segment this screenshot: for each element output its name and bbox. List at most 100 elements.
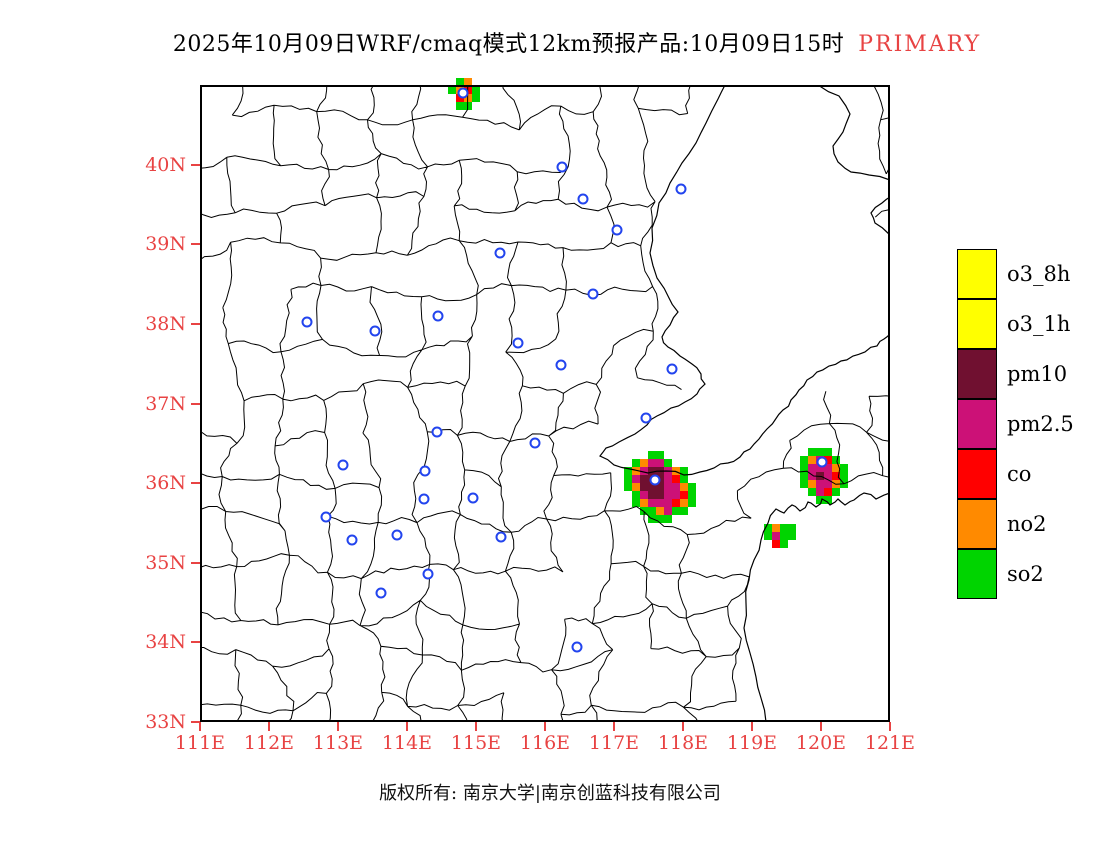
city-marker	[375, 587, 387, 599]
legend-label: pm2.5	[1007, 412, 1074, 436]
city-marker	[666, 363, 678, 375]
city-marker	[649, 474, 661, 486]
pollution-cell	[824, 456, 832, 464]
pollution-cell	[472, 86, 480, 94]
pollution-cell	[816, 496, 824, 504]
y-axis-tick	[191, 163, 200, 166]
pollution-cell	[764, 532, 772, 540]
pollution-cell	[816, 448, 824, 456]
y-axis-tick	[191, 482, 200, 485]
city-marker	[419, 465, 431, 477]
y-axis-label: 35N	[145, 551, 186, 574]
pollution-cell	[840, 472, 848, 480]
legend-label: pm10	[1007, 362, 1068, 386]
pollution-cell	[816, 480, 824, 488]
pollution-cell	[664, 499, 672, 507]
pollution-cell	[840, 464, 848, 472]
pollution-cell	[656, 451, 664, 459]
pollution-cell	[832, 488, 840, 496]
pollution-cell	[632, 491, 640, 499]
x-axis-tick	[268, 722, 270, 731]
city-marker	[369, 325, 381, 337]
city-marker	[529, 437, 541, 449]
legend-swatch	[957, 399, 997, 449]
x-axis-label: 112E	[243, 732, 295, 754]
pollution-cell	[640, 491, 648, 499]
pollution-cell	[808, 480, 816, 488]
pollution-cell	[808, 464, 816, 472]
legend-item-co: co	[957, 449, 1031, 499]
city-marker	[346, 534, 358, 546]
pollution-cell	[648, 499, 656, 507]
pollution-cell	[672, 483, 680, 491]
legend-label: co	[1007, 462, 1032, 486]
x-axis-tick	[751, 722, 753, 731]
x-axis-label: 113E	[312, 732, 364, 754]
pollution-cell	[624, 475, 632, 483]
pollution-cell	[648, 459, 656, 467]
pollution-cell	[680, 507, 688, 515]
pollution-cell	[632, 475, 640, 483]
pollution-cell	[824, 496, 832, 504]
city-marker	[494, 247, 506, 259]
x-axis-label: 116E	[519, 732, 571, 754]
pollution-cell	[800, 456, 808, 464]
pollution-cell	[824, 448, 832, 456]
page-title: 2025年10月09日WRF/cmaq模式12km预报产品:10月09日15时 P…	[0, 26, 1100, 58]
pollution-cell	[672, 467, 680, 475]
pollution-cell	[632, 467, 640, 475]
city-marker	[467, 492, 479, 504]
copyright: 版权所有: 南京大学|南京创蓝科技有限公司	[0, 779, 1100, 805]
legend-item-o3_1h: o3_1h	[957, 299, 1070, 349]
pollution-cell	[688, 483, 696, 491]
legend-item-pm10: pm10	[957, 349, 1067, 399]
pollution-cell	[656, 483, 664, 491]
pollution-cell	[680, 483, 688, 491]
city-marker	[555, 359, 567, 371]
boundaries-svg	[200, 85, 890, 722]
x-axis-tick	[613, 722, 615, 731]
pollution-cell	[656, 507, 664, 515]
city-marker	[571, 641, 583, 653]
legend-label: so2	[1007, 562, 1044, 586]
x-axis-tick	[820, 722, 822, 731]
legend: o3_8h o3_1h pm10 pm2.5 co no2 so2	[957, 249, 1074, 599]
y-axis-tick	[191, 721, 200, 723]
pollution-cell	[824, 488, 832, 496]
pollution-cell	[664, 507, 672, 515]
pollution-cell	[816, 464, 824, 472]
pollution-cell	[688, 491, 696, 499]
pollution-cell	[664, 483, 672, 491]
legend-swatch	[957, 499, 997, 549]
y-axis-tick	[191, 561, 200, 564]
pollution-cell	[664, 515, 672, 523]
city-markers-layer	[200, 85, 890, 722]
pollution-cell	[788, 524, 796, 532]
x-axis-tick	[544, 722, 546, 731]
x-axis-tick	[682, 722, 684, 731]
pollution-cell	[632, 483, 640, 491]
pollution-cell	[656, 515, 664, 523]
y-axis-label: 37N	[145, 392, 186, 415]
pollution-cell	[772, 532, 780, 540]
pollution-cell	[624, 483, 632, 491]
pollution-cell	[680, 467, 688, 475]
pollution-cell	[656, 459, 664, 467]
pollution-cell	[640, 467, 648, 475]
x-axis-label: 119E	[726, 732, 778, 754]
pollution-cell	[824, 480, 832, 488]
city-marker	[457, 87, 469, 99]
legend-swatch	[957, 249, 997, 299]
legend-label: o3_8h	[1007, 262, 1071, 286]
y-axis-label: 38N	[145, 312, 186, 335]
city-marker	[301, 316, 313, 328]
pollution-cell	[648, 483, 656, 491]
pollution-cell	[632, 459, 640, 467]
y-axis-label: 40N	[145, 153, 186, 176]
pollution-cell	[648, 491, 656, 499]
legend-item-no2: no2	[957, 499, 1047, 549]
x-axis-label: 118E	[657, 732, 709, 754]
city-marker	[577, 193, 589, 205]
pollution-cell	[800, 464, 808, 472]
